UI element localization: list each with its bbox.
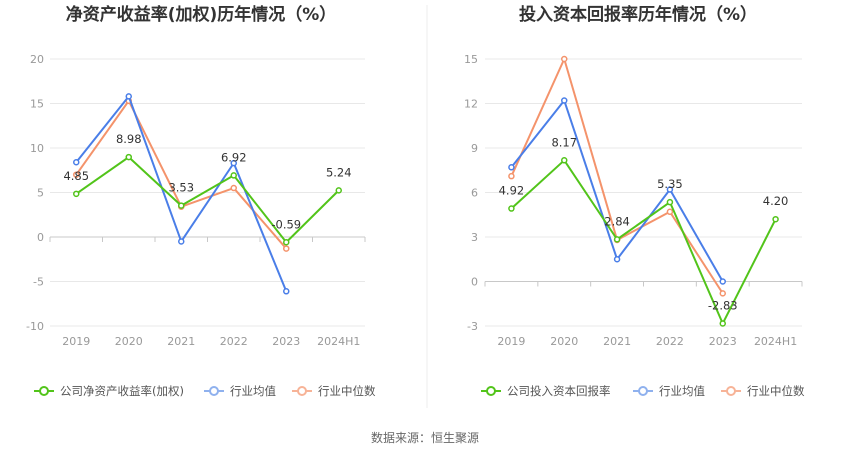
data-point-company[interactable] [613, 236, 621, 243]
data-point-industry-mean[interactable] [666, 186, 674, 193]
series-line-industry-mean [510, 99, 724, 282]
x-tick-label: 2019 [62, 335, 90, 348]
legend-label: 行业均值 [659, 384, 705, 398]
legend-roic: 公司投入资本回报率 行业均值 行业中位数 [481, 384, 805, 398]
data-point-industry-median[interactable] [719, 290, 726, 297]
data-label: -2.83 [708, 298, 738, 312]
chart-title-roe: 净资产收益率(加权)历年情况（%） [66, 4, 337, 25]
data-label: 3.53 [168, 181, 194, 195]
y-tick-label: 0 [471, 276, 478, 289]
series-line-company [510, 159, 777, 325]
data-point-industry-median[interactable] [73, 171, 80, 178]
y-tick-label: -3 [467, 320, 478, 333]
chart-roe: 净资产收益率(加权)历年情况（%） -10 -5 0 5 10 15 20 2019 2020 2… [26, 4, 376, 398]
data-label: 8.17 [551, 135, 577, 149]
data-point-industry-median[interactable] [561, 55, 568, 63]
data-point-industry-mean[interactable] [719, 278, 726, 285]
data-point-industry-mean[interactable] [178, 238, 185, 245]
data-point-industry-mean[interactable] [125, 93, 132, 100]
axis-roe: -10 -5 0 5 10 15 20 2019 2020 2021 2022 2023 2024H1 [26, 53, 366, 348]
data-labels-roe: 4.85 8.98 3.53 6.92 -0.59 5.24 [63, 132, 351, 231]
data-point-company[interactable] [73, 190, 80, 198]
x-tick-label: 2021 [603, 335, 631, 348]
y-tick-label: 5 [37, 187, 44, 200]
data-point-company[interactable] [230, 172, 237, 179]
x-tick-label: 2023 [272, 335, 300, 348]
data-label: 5.35 [657, 177, 683, 191]
data-point-industry-mean[interactable] [283, 288, 290, 295]
data-point-industry-mean[interactable] [73, 158, 80, 166]
data-point-industry-median[interactable] [283, 245, 290, 252]
series-line-company [75, 156, 340, 244]
y-tick-label: 12 [464, 98, 478, 111]
chart-title-roic: 投入资本回报率历年情况（%） [519, 4, 757, 25]
data-point-company[interactable] [666, 198, 674, 206]
data-point-company[interactable] [561, 157, 568, 164]
data-source-note: 数据来源：恒生聚源 [371, 430, 479, 445]
data-point-company[interactable] [719, 320, 726, 327]
legend-label: 行业中位数 [747, 384, 805, 398]
y-tick-label: 15 [30, 98, 44, 111]
x-tick-label: 2020 [115, 335, 143, 348]
legend-label: 行业均值 [230, 384, 276, 398]
y-tick-label: -10 [26, 320, 44, 333]
x-tick-label: 2024H1 [317, 335, 360, 348]
data-point-company[interactable] [508, 205, 515, 212]
data-point-industry-mean[interactable] [613, 256, 621, 263]
data-point-company[interactable] [125, 153, 132, 161]
y-tick-label: 0 [37, 231, 44, 244]
legend-item-industry-median[interactable]: 行业中位数 [292, 384, 376, 398]
data-point-industry-median[interactable] [666, 208, 674, 216]
x-tick-label: 2022 [656, 335, 684, 348]
data-labels-roic: 4.92 8.17 2.84 5.35 -2.83 4.20 [499, 135, 789, 312]
data-label: 4.85 [63, 169, 89, 183]
legend-roe: 公司净资产收益率(加权) 行业均值 行业中位数 [34, 384, 376, 398]
data-label: 2.84 [604, 214, 630, 228]
data-label: 8.98 [116, 132, 142, 146]
legend-label: 行业中位数 [318, 384, 376, 398]
x-tick-label: 2021 [167, 335, 195, 348]
data-label: 4.92 [499, 184, 525, 198]
chart-roic: 投入资本回报率历年情况（%） -3 0 3 6 9 12 15 2019 2020 2021 202… [464, 4, 805, 398]
data-label: -0.59 [271, 217, 301, 231]
y-tick-label: 3 [471, 231, 478, 244]
data-point-company[interactable] [335, 187, 342, 194]
x-tick-label: 2024H1 [754, 335, 797, 348]
y-tick-label: 15 [464, 53, 478, 66]
legend-item-industry-median[interactable]: 行业中位数 [721, 384, 805, 398]
legend-item-industry-mean[interactable]: 行业均值 [204, 384, 276, 398]
legend-label: 公司净资产收益率(加权) [60, 384, 184, 398]
data-point-company[interactable] [772, 215, 779, 223]
y-tick-label: 6 [471, 187, 478, 200]
data-label: 5.24 [326, 165, 352, 179]
data-point-company[interactable] [178, 202, 185, 209]
y-tick-label: 10 [30, 142, 44, 155]
y-tick-label: -5 [33, 276, 44, 289]
series-roic [508, 55, 779, 327]
y-tick-label: 9 [471, 142, 478, 155]
legend-label: 公司投入资本回报率 [507, 384, 611, 398]
data-point-industry-mean[interactable] [508, 164, 515, 171]
grid-roic [485, 58, 802, 327]
series-roe [73, 93, 342, 295]
legend-item-company-roe[interactable]: 公司净资产收益率(加权) [34, 384, 184, 398]
legend-item-industry-mean[interactable]: 行业均值 [633, 384, 705, 398]
data-point-industry-median[interactable] [230, 184, 237, 192]
x-tick-label: 2020 [550, 335, 578, 348]
data-point-industry-median[interactable] [508, 172, 515, 180]
x-tick-label: 2023 [709, 335, 737, 348]
data-point-company[interactable] [283, 239, 290, 246]
x-tick-label: 2019 [497, 335, 525, 348]
data-label: 4.20 [763, 194, 789, 208]
axis-roic: -3 0 3 6 9 12 15 2019 2020 2021 2022 2023 2024H1 [464, 53, 803, 348]
legend-item-company-roic[interactable]: 公司投入资本回报率 [481, 384, 611, 398]
y-tick-label: 20 [30, 53, 44, 66]
grid-roe [50, 58, 365, 327]
x-tick-label: 2022 [220, 335, 248, 348]
data-point-industry-mean[interactable] [561, 97, 568, 104]
data-point-industry-mean[interactable] [230, 159, 237, 167]
data-label: 6.92 [221, 150, 247, 164]
